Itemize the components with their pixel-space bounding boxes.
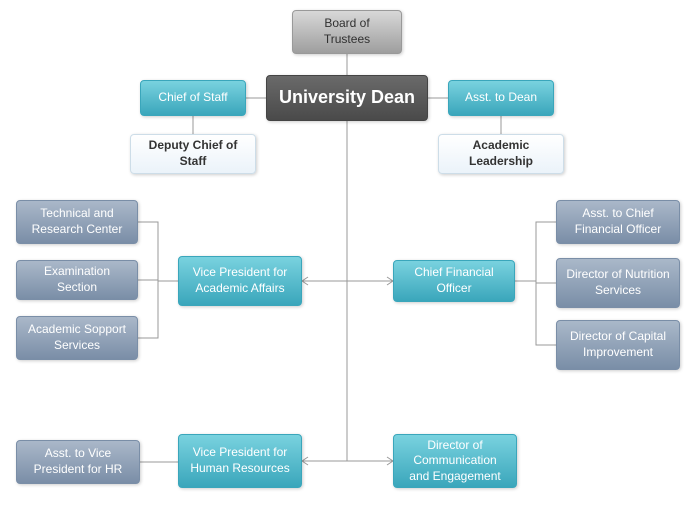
label: Director of Nutrition Services [565,267,671,298]
label: Examination Section [25,264,129,295]
node-examination-section: Examination Section [16,260,138,300]
label: University Dean [279,86,415,109]
node-academic-leadership: Academic Leadership [438,134,564,174]
label: Technical and Research Center [25,206,129,237]
label: Chief of Staff [158,90,227,106]
node-asst-to-dean: Asst. to Dean [448,80,554,116]
label: Asst. to Chief Financial Officer [565,206,671,237]
label: Vice President for Academic Affairs [187,265,293,296]
label: Director of Communication and Engagement [402,438,508,485]
node-deputy-chief-of-staff: Deputy Chief of Staff [130,134,256,174]
label: Asst. to Vice President for HR [25,446,131,477]
node-asst-vp-hr: Asst. to Vice President for HR [16,440,140,484]
label: Board of Trustees [301,16,393,47]
node-director-communication-engagement: Director of Communication and Engagement [393,434,517,488]
node-vp-human-resources: Vice President for Human Resources [178,434,302,488]
node-director-capital-improvement: Director of Capital Improvement [556,320,680,370]
label: Asst. to Dean [465,90,537,106]
label: Director of Capital Improvement [565,329,671,360]
node-academic-support-services: Academic Sopport Services [16,316,138,360]
node-chief-of-staff: Chief of Staff [140,80,246,116]
node-asst-to-cfo: Asst. to Chief Financial Officer [556,200,680,244]
node-technical-research-center: Technical and Research Center [16,200,138,244]
node-vp-academic-affairs: Vice President for Academic Affairs [178,256,302,306]
label: Deputy Chief of Staff [139,138,247,169]
node-university-dean: University Dean [266,75,428,121]
label: Chief Financial Officer [402,265,506,296]
node-director-nutrition-services: Director of Nutrition Services [556,258,680,308]
node-chief-financial-officer: Chief Financial Officer [393,260,515,302]
label: Academic Leadership [447,138,555,169]
label: Vice President for Human Resources [187,445,293,476]
label: Academic Sopport Services [25,322,129,353]
node-board-of-trustees: Board of Trustees [292,10,402,54]
